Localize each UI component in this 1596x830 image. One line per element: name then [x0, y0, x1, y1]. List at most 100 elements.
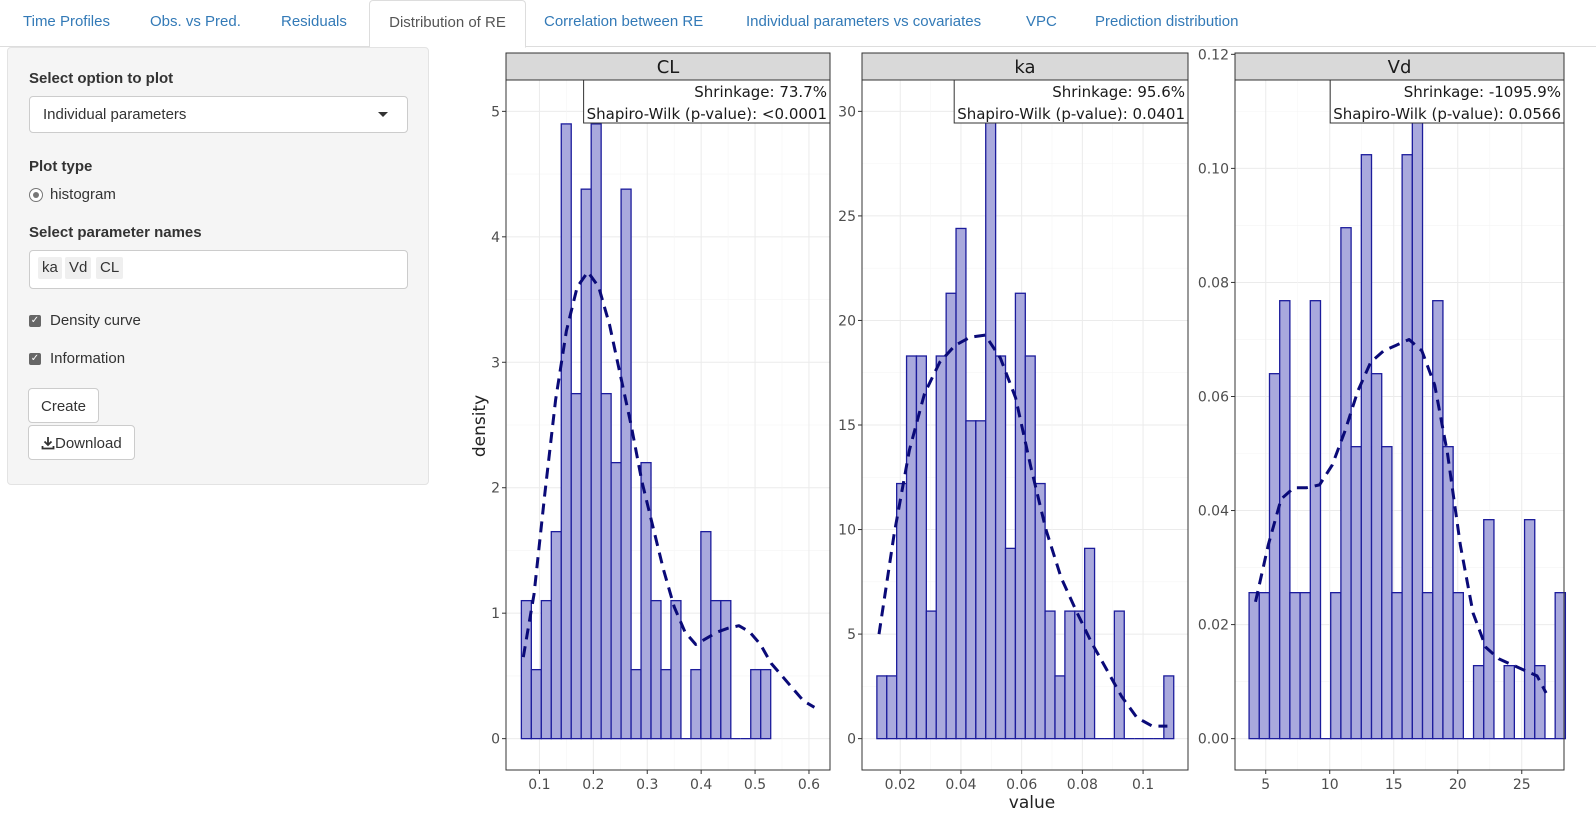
histogram-bar: [1289, 592, 1301, 740]
param-chip-vd[interactable]: Vd: [65, 257, 92, 279]
histogram-bar: [935, 355, 947, 740]
y-tick-label: 0: [491, 732, 500, 748]
histogram-bar: [570, 392, 582, 740]
histogram-bar: [1411, 81, 1424, 740]
shrinkage-label: Shrinkage: 95.6%: [1052, 83, 1185, 101]
x-tick-label: 0.06: [1006, 777, 1037, 793]
histogram-bar: [1279, 300, 1291, 740]
histogram-bar: [1534, 664, 1546, 740]
x-tick-label: 25: [1513, 777, 1531, 793]
y-tick-label: 0: [847, 732, 856, 748]
histogram-bar: [886, 675, 898, 740]
y-tick-label: 0.00: [1198, 732, 1229, 748]
histogram-bar: [1024, 355, 1036, 740]
histogram-radio[interactable]: [29, 188, 43, 202]
histogram-bar: [720, 599, 732, 740]
histogram-bar: [560, 123, 572, 740]
histogram-bar: [1370, 373, 1383, 740]
histogram-bar: [876, 675, 888, 740]
histogram-bar: [760, 668, 772, 740]
param-names-input[interactable]: ka Vd CL: [29, 250, 408, 289]
histogram-bar: [550, 530, 562, 740]
y-tick-label: 0.08: [1198, 275, 1229, 291]
histogram-bar: [896, 482, 908, 740]
information-checkbox[interactable]: ✓: [29, 353, 41, 365]
histogram-bar: [1503, 664, 1516, 740]
x-tick-label: 0.02: [885, 777, 916, 793]
download-label: Download: [55, 435, 122, 452]
x-tick-label: 5: [1261, 777, 1270, 793]
histogram-bar: [1554, 592, 1567, 740]
param-chip-ka[interactable]: ka: [38, 257, 62, 279]
y-tick-label: 5: [491, 104, 500, 120]
histogram-bar: [1421, 592, 1434, 740]
plot-option-value: Individual parameters: [43, 106, 187, 123]
y-tick-label: 4: [491, 230, 500, 246]
y-tick-label: 0.10: [1198, 161, 1229, 177]
histogram-bar: [670, 599, 682, 740]
y-tick-label: 30: [838, 104, 856, 120]
x-tick-label: 0.08: [1067, 777, 1098, 793]
histogram-bar: [630, 668, 642, 740]
y-tick-label: 20: [838, 313, 856, 329]
download-button[interactable]: Download: [28, 425, 135, 460]
y-tick-label: 10: [838, 523, 856, 539]
histogram-bar: [600, 392, 612, 740]
histogram-bar: [915, 355, 928, 740]
histogram-bar: [580, 188, 592, 740]
create-button[interactable]: Create: [28, 388, 100, 423]
x-tick-label: 0.2: [582, 777, 604, 793]
histogram-bar: [650, 599, 662, 740]
histogram-bar: [530, 668, 542, 740]
histogram-bar: [1044, 610, 1056, 740]
shrinkage-label: Shrinkage: -1095.9%: [1404, 83, 1561, 101]
histogram-bar: [660, 668, 672, 740]
x-tick-label: 0.4: [690, 777, 712, 793]
histogram-bar: [1054, 675, 1066, 740]
facet-title-ka: ka: [1014, 57, 1035, 78]
histogram-bar: [905, 355, 918, 740]
plot-type-label: Plot type: [29, 158, 93, 175]
histogram-bar: [1350, 446, 1362, 740]
y-tick-label: 0.06: [1198, 389, 1229, 405]
chevron-down-icon: [378, 112, 388, 117]
histogram-bar: [1299, 592, 1311, 740]
y-tick-label: 15: [838, 418, 856, 434]
tab-vpc[interactable]: VPC: [1026, 13, 1057, 30]
density-curve-label: Density curve: [50, 312, 141, 329]
tab-residuals[interactable]: Residuals: [281, 13, 347, 30]
x-tick-label: 10: [1321, 777, 1339, 793]
tab-individual-parameters-vs-covariates[interactable]: Individual parameters vs covariates: [746, 13, 982, 30]
plot-option-select[interactable]: Individual parameters: [29, 96, 408, 133]
tab-prediction-distribution[interactable]: Prediction distribution: [1095, 13, 1239, 30]
histogram-bar: [690, 668, 702, 740]
histogram-bar: [945, 292, 957, 740]
density-curve-checkbox[interactable]: ✓: [29, 315, 41, 327]
histogram-bar: [1330, 592, 1342, 740]
y-tick-label: 1: [491, 606, 500, 622]
histogram-bar: [1340, 227, 1352, 740]
histogram-bar: [1309, 300, 1322, 740]
histogram-bar: [994, 355, 1007, 740]
param-chip-cl[interactable]: CL: [96, 257, 124, 279]
tab-bar: Time Profiles Obs. vs Pred. Residuals Di…: [0, 0, 1596, 48]
density-curve: [1254, 338, 1548, 694]
histogram-bar: [1084, 547, 1096, 740]
facet-title-vd: Vd: [1388, 57, 1412, 78]
y-axis-label: density: [470, 395, 490, 457]
histogram-bar: [1163, 675, 1175, 740]
tab-distribution-of-re[interactable]: Distribution of RE: [369, 0, 526, 48]
histogram-bar: [590, 123, 602, 740]
tab-time-profiles[interactable]: Time Profiles: [23, 13, 110, 30]
histogram-bar: [1381, 446, 1393, 740]
tab-correlation-between-re[interactable]: Correlation between RE: [544, 13, 704, 30]
tab-obs-vs-pred[interactable]: Obs. vs Pred.: [150, 13, 241, 30]
histogram-bar: [965, 420, 977, 740]
x-tick-label: 0.3: [636, 777, 658, 793]
histogram-bar: [985, 100, 997, 740]
histogram-bar: [620, 188, 632, 740]
re-distribution-plot: density value CL Shrinkage: 73.7% Shapiro-…: [470, 47, 1567, 813]
y-tick-label: 0.04: [1198, 504, 1229, 520]
histogram-bar: [1523, 519, 1536, 740]
y-tick-label: 2: [491, 481, 500, 497]
